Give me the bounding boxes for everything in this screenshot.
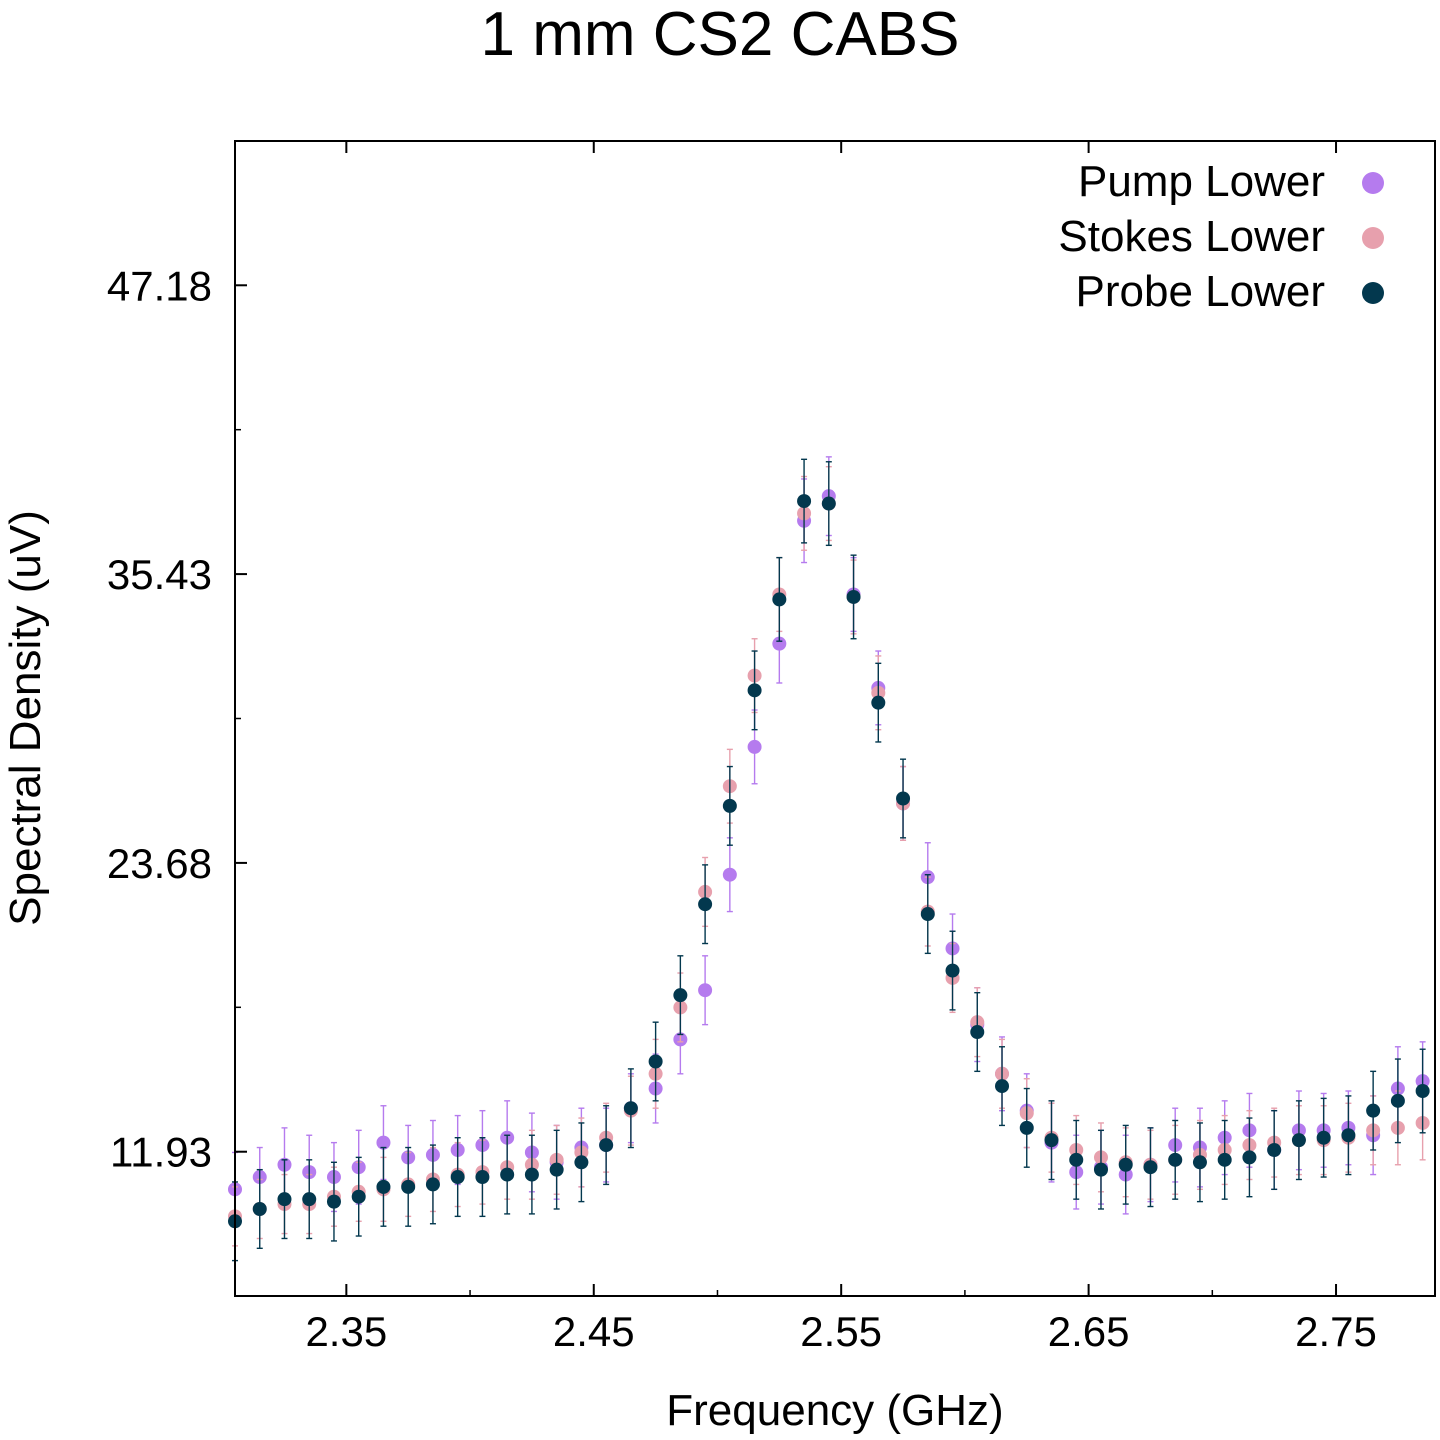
legend: Pump Lower Stokes Lower Probe Lower xyxy=(1058,157,1384,316)
data-point xyxy=(1291,1133,1306,1148)
data-point xyxy=(747,683,762,698)
data-point xyxy=(1316,1130,1331,1145)
data-point xyxy=(1168,1152,1183,1167)
data-point xyxy=(772,592,787,607)
data-point xyxy=(425,1177,440,1192)
data-point xyxy=(970,1025,985,1040)
data-point xyxy=(1192,1155,1207,1170)
y-tick-label: 11.93 xyxy=(110,1129,212,1176)
data-point xyxy=(772,636,787,651)
data-point xyxy=(1093,1162,1108,1177)
data-point xyxy=(524,1167,539,1182)
y-axis-title: Spectral Density (uV) xyxy=(1,510,50,926)
x-axis-title: Frequency (GHz) xyxy=(666,1386,1003,1435)
data-point xyxy=(846,589,861,604)
data-point xyxy=(1415,1084,1430,1099)
data-point xyxy=(351,1189,366,1204)
data-point xyxy=(599,1138,614,1153)
data-point xyxy=(302,1192,317,1207)
x-tick-label: 2.75 xyxy=(1295,1308,1377,1355)
legend-label: Stokes Lower xyxy=(1058,212,1325,261)
data-point xyxy=(1242,1150,1257,1165)
legend-label: Pump Lower xyxy=(1078,157,1325,206)
data-point xyxy=(376,1135,391,1150)
plot-area xyxy=(228,456,1430,1262)
data-point xyxy=(896,791,911,806)
data-point xyxy=(945,963,960,978)
data-point xyxy=(673,988,688,1003)
x-tick-label: 2.55 xyxy=(800,1308,882,1355)
data-point xyxy=(1143,1160,1158,1175)
data-point xyxy=(722,867,737,882)
legend-marker xyxy=(1362,282,1384,304)
data-point xyxy=(1069,1152,1084,1167)
y-tick-label: 47.18 xyxy=(107,262,212,309)
data-point xyxy=(277,1192,292,1207)
data-point xyxy=(326,1194,341,1209)
data-point xyxy=(500,1167,515,1182)
data-point xyxy=(1366,1103,1381,1118)
x-tick-label: 2.65 xyxy=(1048,1308,1130,1355)
data-point xyxy=(475,1170,490,1185)
data-point xyxy=(995,1079,1010,1094)
data-point xyxy=(871,695,886,710)
data-point xyxy=(376,1179,391,1194)
data-point xyxy=(1390,1093,1405,1108)
data-point xyxy=(1217,1152,1232,1167)
data-point xyxy=(920,907,935,922)
data-point xyxy=(747,739,762,754)
data-point xyxy=(648,1054,663,1069)
data-point xyxy=(722,798,737,813)
data-point xyxy=(252,1201,267,1216)
data-point xyxy=(574,1155,589,1170)
data-point xyxy=(1118,1157,1133,1172)
data-point xyxy=(623,1101,638,1116)
x-tick-label: 2.35 xyxy=(305,1308,387,1355)
data-point xyxy=(1019,1120,1034,1135)
data-point xyxy=(401,1179,416,1194)
axes: 2.35 2.45 2.55 2.65 2.75 11.93 23.68 35.43 47.18 xyxy=(107,141,1377,1355)
legend-label: Probe Lower xyxy=(1076,267,1325,316)
y-tick-label: 35.43 xyxy=(107,551,212,598)
data-point xyxy=(1267,1142,1282,1157)
data-point xyxy=(549,1162,564,1177)
data-point xyxy=(797,494,812,509)
data-point xyxy=(698,983,713,998)
data-point xyxy=(698,897,713,912)
chart-title: 1 mm CS2 CABS xyxy=(481,0,960,69)
data-point xyxy=(821,496,836,511)
legend-marker xyxy=(1362,172,1384,194)
legend-marker xyxy=(1362,227,1384,249)
data-point xyxy=(1341,1128,1356,1143)
x-tick-label: 2.45 xyxy=(553,1308,635,1355)
data-point xyxy=(450,1170,465,1185)
y-tick-label: 23.68 xyxy=(107,840,212,887)
data-point xyxy=(1044,1133,1059,1148)
series-probe-lower xyxy=(228,458,1430,1262)
